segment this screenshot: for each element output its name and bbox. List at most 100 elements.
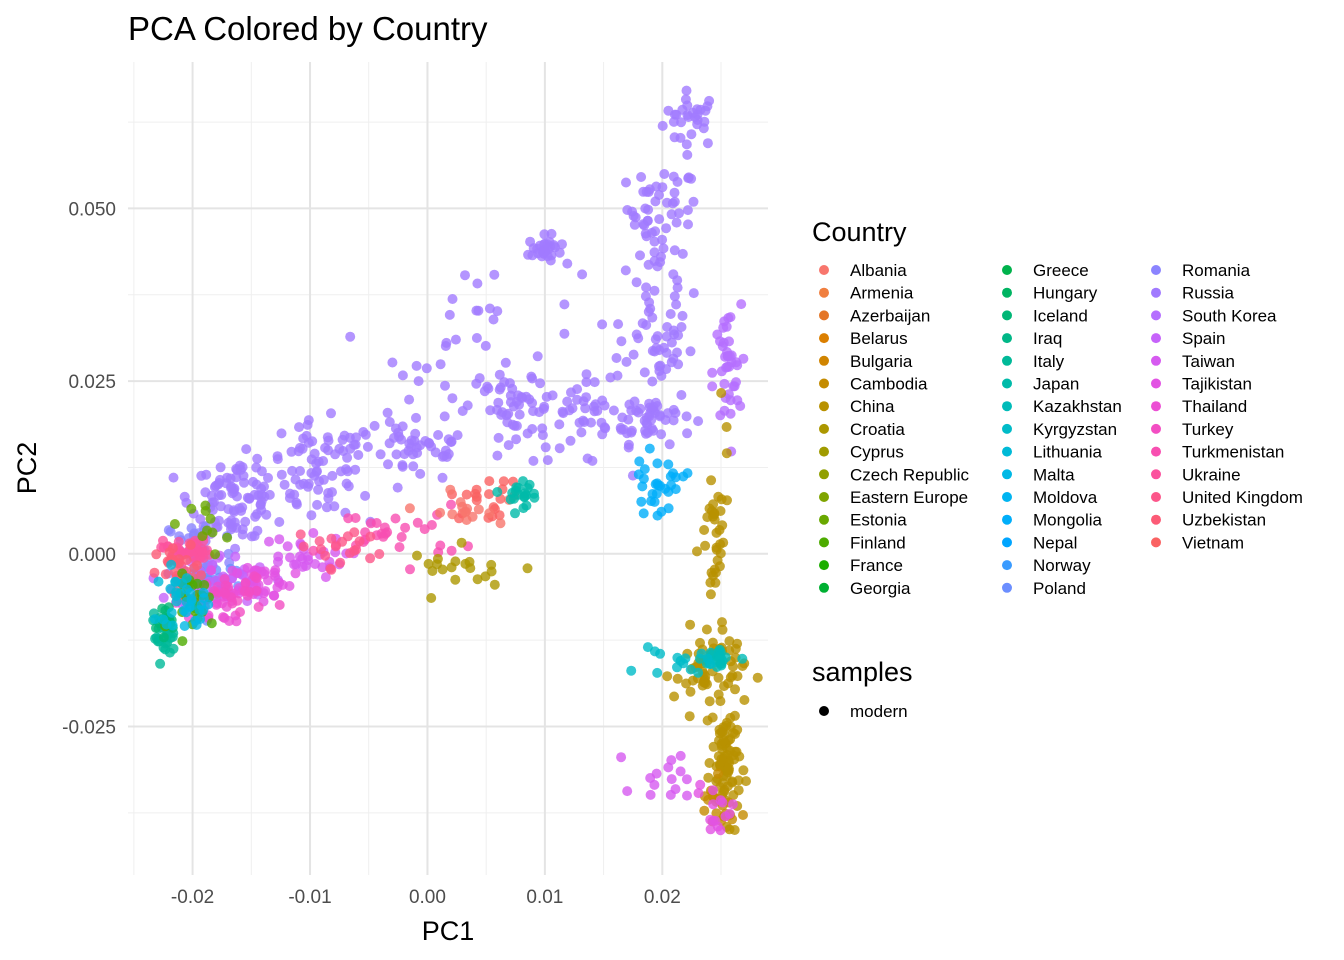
data-point: [587, 455, 598, 466]
data-point: [684, 711, 695, 722]
data-point: [700, 540, 711, 551]
data-point: [197, 531, 208, 542]
data-point: [493, 397, 504, 408]
data-point: [622, 786, 633, 797]
data-point: [688, 288, 699, 299]
data-point: [230, 551, 241, 562]
data-point: [696, 648, 707, 659]
data-point: [638, 219, 649, 230]
data-point: [446, 545, 457, 556]
y-tick-label: 0.000: [68, 545, 116, 566]
data-point: [473, 504, 484, 515]
data-point: [680, 653, 691, 664]
data-point: [647, 312, 658, 323]
data-point: [374, 549, 385, 559]
data-point: [641, 320, 652, 330]
data-point: [630, 212, 641, 223]
data-point: [739, 695, 750, 705]
data-point: [285, 488, 295, 499]
data-point: [611, 353, 622, 363]
legend-item: Tajikistan: [1151, 375, 1252, 394]
legend-swatch: [819, 469, 829, 480]
data-point: [471, 333, 482, 343]
legend-label: Czech Republic: [850, 465, 970, 484]
data-point: [492, 450, 503, 461]
data-point: [353, 450, 364, 460]
legend-label: Iraq: [1033, 329, 1062, 348]
data-point: [259, 481, 269, 492]
data-point: [688, 196, 699, 207]
data-point: [521, 490, 531, 501]
data-point: [272, 451, 283, 462]
legend-item: Hungary: [1002, 284, 1098, 303]
data-point: [263, 472, 273, 483]
data-point: [511, 434, 522, 445]
data-point: [480, 571, 491, 582]
data-point: [738, 810, 748, 820]
legend-swatch: [1151, 469, 1161, 480]
data-point: [681, 411, 692, 422]
data-point: [658, 243, 669, 254]
data-point: [621, 356, 632, 367]
data-point: [672, 662, 682, 673]
data-point: [461, 489, 472, 500]
data-point: [489, 269, 500, 280]
data-point: [672, 673, 683, 684]
x-tick-label: 0.00: [409, 887, 446, 908]
data-point: [567, 403, 578, 414]
data-point: [562, 258, 573, 269]
legend-label: Mongolia: [1033, 511, 1103, 530]
data-point: [297, 561, 308, 572]
data-point: [631, 405, 642, 416]
data-point: [554, 419, 565, 430]
data-point: [669, 691, 680, 702]
x-axis-title: PC1: [422, 916, 475, 946]
data-point: [411, 412, 421, 423]
data-point: [704, 696, 715, 707]
data-point: [666, 774, 677, 785]
data-point: [246, 531, 257, 542]
legend-label: Azerbaijan: [850, 306, 930, 325]
data-point: [703, 772, 714, 783]
legend-item: Belarus: [819, 329, 908, 348]
data-point: [435, 359, 446, 370]
data-point: [155, 658, 166, 669]
data-point: [663, 503, 674, 514]
data-point: [158, 592, 169, 603]
legend-label: Croatia: [850, 420, 905, 439]
data-point: [457, 406, 468, 416]
legend-label: Cyprus: [850, 443, 904, 462]
data-point: [539, 229, 550, 240]
data-point: [253, 602, 264, 612]
data-point: [565, 435, 576, 446]
data-point: [222, 532, 233, 543]
data-point: [662, 322, 673, 332]
data-point: [717, 617, 727, 628]
data-point: [729, 381, 740, 392]
data-point: [719, 681, 729, 692]
data-point: [456, 537, 467, 548]
data-point: [514, 409, 525, 420]
legend-label: Vietnam: [1182, 533, 1244, 552]
data-point: [546, 250, 557, 261]
data-point: [489, 579, 500, 590]
legend-item: Russia: [1151, 284, 1235, 303]
legend-swatch: [819, 537, 829, 548]
data-point: [365, 553, 376, 564]
data-point: [500, 357, 511, 368]
data-point: [486, 559, 497, 570]
data-point: [306, 510, 317, 521]
y-tick-label: 0.025: [68, 372, 116, 393]
legend-item: Turkey: [1151, 420, 1234, 439]
data-point: [322, 432, 333, 443]
data-point: [269, 590, 280, 601]
data-point: [557, 239, 567, 250]
data-point: [484, 303, 495, 314]
data-point: [488, 314, 499, 325]
data-point: [276, 428, 287, 439]
data-point: [717, 520, 728, 531]
legend-item: United Kingdom: [1151, 488, 1303, 507]
data-point: [369, 420, 380, 431]
data-point: [365, 531, 376, 542]
data-point: [714, 651, 725, 661]
